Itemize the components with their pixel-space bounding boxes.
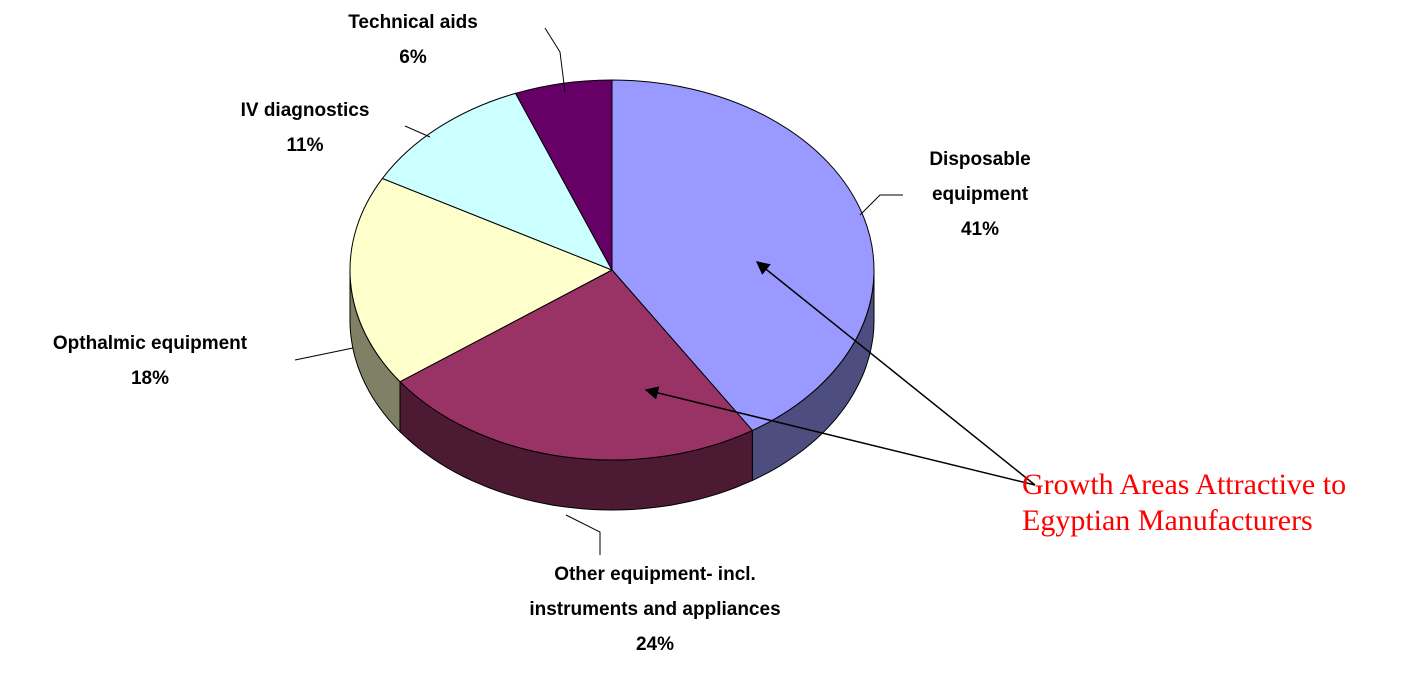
value-label: 41%	[960, 219, 1000, 240]
slice-label: Technical aids 6%	[313, 5, 513, 75]
annotation: Growth Areas Attractive to Egyptian Manu…	[1022, 468, 1347, 537]
slice-label: IV diagnostics 11%	[195, 93, 415, 163]
slice	[611, 79, 875, 432]
value-label: 24%	[635, 634, 675, 655]
leader-line	[859, 194, 903, 216]
category-label: Technical aids	[348, 12, 478, 33]
category-label: Opthalmic equipment	[52, 333, 248, 354]
category-label: Other equipment- incl. instruments and a…	[529, 564, 781, 620]
slice	[514, 79, 613, 271]
slice	[349, 177, 614, 383]
arrow	[644, 386, 1036, 486]
category-label: IV diagnostics	[240, 100, 370, 121]
slice-label: Opthalmic equipment 18%	[0, 326, 300, 396]
category-label: Disposable equipment	[929, 149, 1031, 205]
arrow	[755, 261, 1036, 486]
slice-label: Disposable equipment 41%	[880, 142, 1080, 247]
slice	[381, 92, 614, 271]
slice-label: Other equipment- incl. instruments and a…	[505, 557, 805, 662]
value-label: 6%	[399, 47, 427, 68]
leader-line	[565, 514, 601, 555]
leader-line	[294, 347, 354, 361]
leader-line	[544, 27, 566, 93]
value-label: 18%	[130, 368, 170, 389]
value-label: 11%	[286, 135, 324, 156]
slice	[399, 269, 754, 461]
leader-line	[404, 125, 431, 138]
